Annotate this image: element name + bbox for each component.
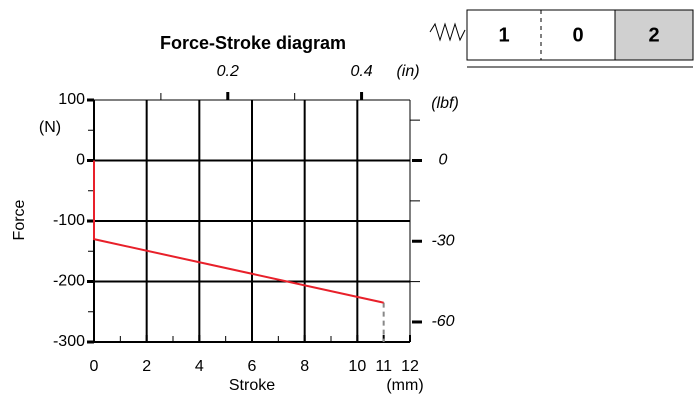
x2-tick-label: 0.2 [217, 63, 239, 80]
cell[interactable]: 0 [572, 24, 583, 46]
x-tick-label: 8 [300, 358, 309, 375]
y-tick-label: -100 [53, 212, 85, 229]
y2-tick-label: -30 [431, 232, 454, 249]
y-tick-label: 100 [58, 91, 85, 108]
y-tick-label: -300 [53, 333, 85, 350]
cell-shade [615, 10, 693, 60]
widget: 1 0 2 [429, 9, 694, 68]
chart-title: Force-Stroke diagram [160, 33, 346, 53]
force-line [93, 160, 384, 304]
x-unit: (mm) [386, 377, 423, 394]
cell[interactable]: 2 [648, 24, 659, 46]
y2-tick-label: -60 [431, 313, 454, 330]
x-tick-label: 10 [348, 358, 366, 375]
x2-unit: (in) [396, 63, 419, 80]
spring-icon [429, 22, 466, 42]
x-tick-label: 0 [90, 358, 99, 375]
x-axis-label: Stroke [229, 377, 275, 394]
cell-frame [466, 9, 694, 61]
y-unit: (N) [39, 119, 61, 136]
x-tick-label: 6 [248, 358, 257, 375]
y-tick-label: -200 [53, 273, 85, 290]
y2-unit: (lbf) [431, 95, 459, 112]
x-tick-label: 4 [195, 358, 204, 375]
x-tick-label: 11 [375, 358, 392, 375]
y-tick-label: 0 [76, 152, 85, 169]
x2-tick-label: 0.4 [350, 63, 372, 80]
y2-tick-label: 0 [439, 152, 448, 169]
y-axis-label: Force [11, 199, 28, 240]
cell[interactable]: 1 [498, 24, 509, 46]
x-tick-label: 2 [142, 358, 151, 375]
x-tick-label: 12 [401, 358, 419, 375]
